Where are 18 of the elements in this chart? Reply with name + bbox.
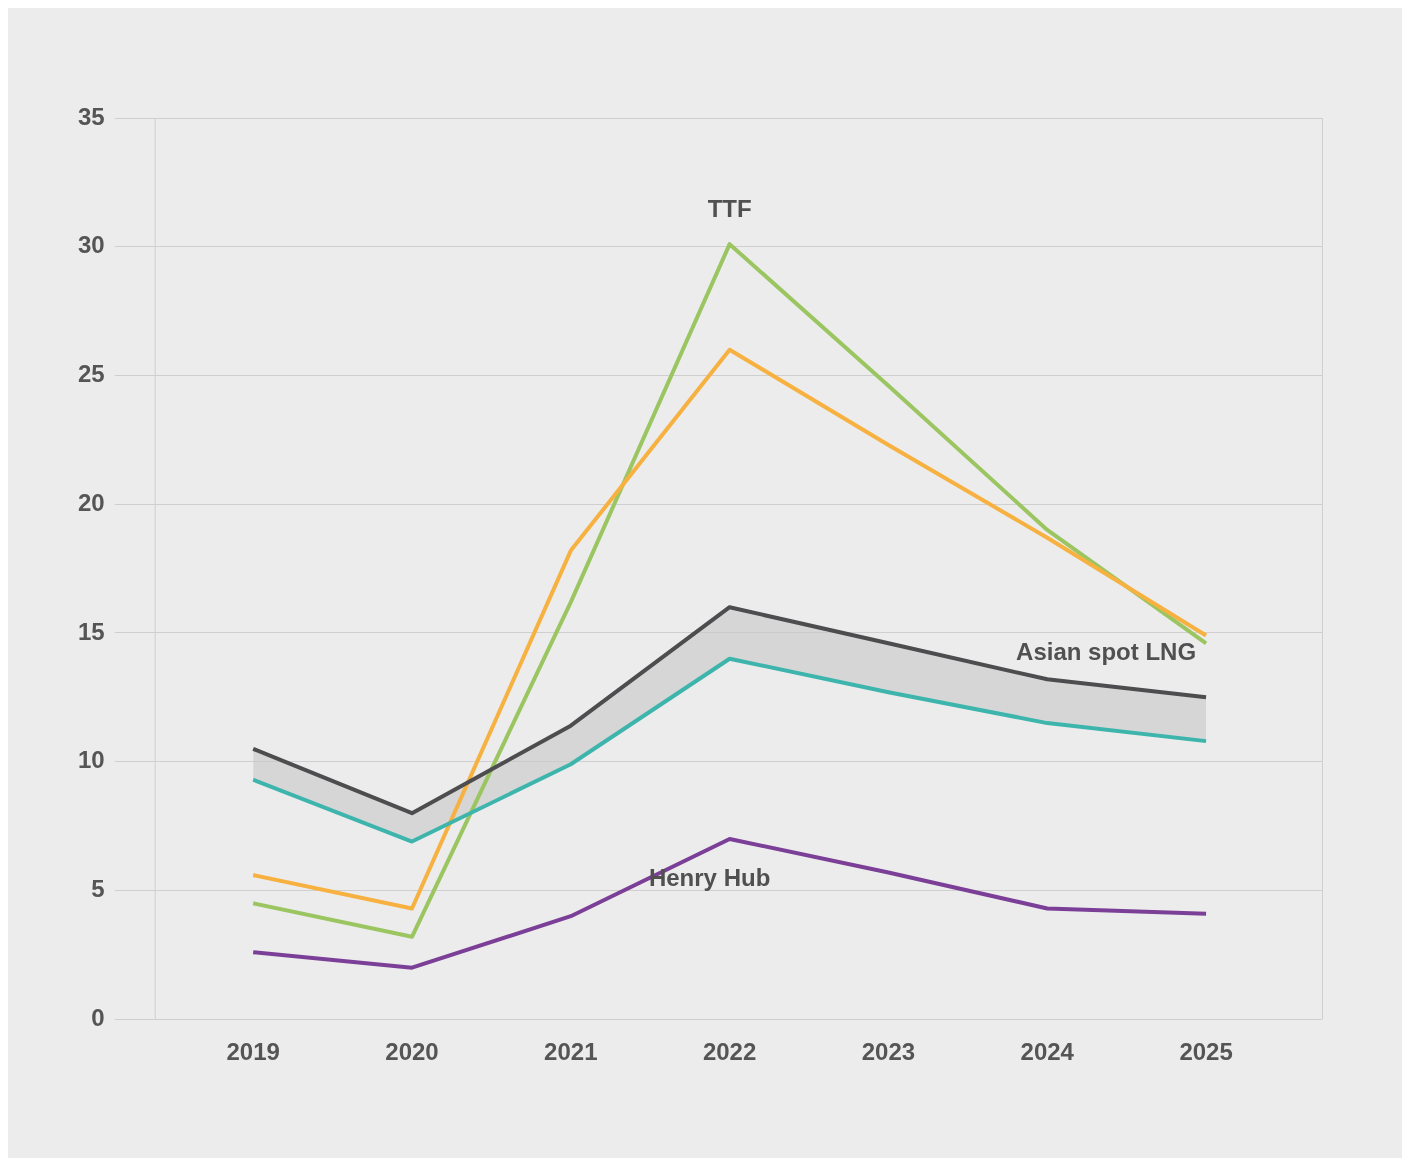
x-tick-label: 2022: [702, 1038, 757, 1066]
y-tick-label: 10: [77, 746, 105, 774]
y-tick-label: 5: [91, 875, 105, 903]
x-tick-label: 2020: [385, 1038, 439, 1066]
x-tick-label: 2024: [1020, 1038, 1075, 1066]
y-tick-label: 30: [77, 231, 105, 259]
y-tick-label: 15: [77, 617, 105, 645]
x-tick-label: 2025: [1179, 1038, 1233, 1066]
y-tick-label: 25: [77, 360, 105, 388]
series-label: Henry Hub: [648, 863, 771, 891]
series-label: Asian spot LNG: [1016, 637, 1197, 665]
y-tick-label: 0: [91, 1003, 105, 1031]
series-label: TTF: [707, 194, 752, 222]
x-tick-label: 2023: [861, 1038, 916, 1066]
x-tick-label: 2019: [226, 1038, 280, 1066]
y-tick-label: 35: [77, 102, 105, 130]
y-tick-label: 20: [77, 488, 105, 516]
x-tick-label: 2021: [544, 1038, 598, 1066]
